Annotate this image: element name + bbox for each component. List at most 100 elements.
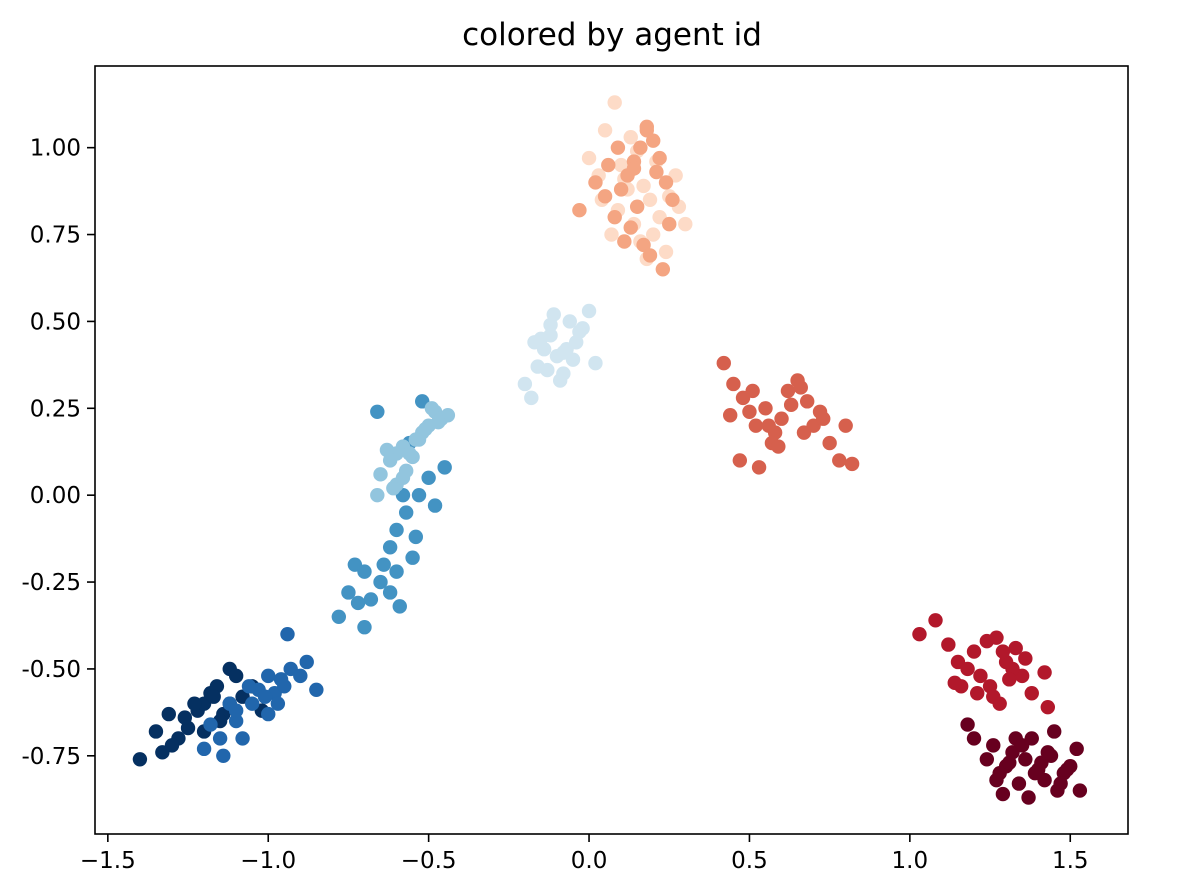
data-point: [604, 227, 619, 242]
data-point: [1072, 783, 1088, 798]
data-point: [132, 752, 148, 767]
data-point: [376, 557, 391, 572]
data-point: [758, 401, 773, 416]
data-point: [832, 453, 847, 468]
data-point: [398, 505, 414, 520]
data-point: [280, 626, 295, 642]
data-point: [636, 237, 651, 253]
data-point: [257, 689, 273, 704]
data-point: [1002, 755, 1017, 770]
data-point: [517, 376, 533, 392]
data-point: [793, 380, 808, 395]
data-point: [774, 411, 789, 426]
data-point: [543, 317, 558, 333]
data-point: [341, 585, 356, 600]
data-point: [816, 411, 831, 426]
data-point: [212, 731, 228, 746]
data-point: [421, 470, 436, 486]
data-point: [652, 150, 667, 166]
data-point: [947, 675, 962, 691]
data-point: [363, 592, 379, 607]
x-tick-label: 0.5: [731, 848, 768, 874]
data-point: [646, 133, 661, 148]
data-point: [562, 314, 577, 329]
data-point: [613, 157, 629, 173]
data-point: [732, 453, 748, 468]
data-point: [196, 741, 212, 757]
data-point: [187, 696, 202, 711]
chart-title: colored by agent id: [462, 17, 762, 53]
data-point: [309, 682, 324, 697]
data-point: [844, 456, 860, 472]
data-point: [970, 686, 985, 701]
data-point: [408, 529, 424, 545]
data-point: [408, 432, 424, 447]
data-point: [216, 748, 231, 764]
data-point: [437, 460, 452, 475]
data-point: [293, 668, 308, 684]
data-point: [979, 752, 995, 767]
data-point: [261, 668, 276, 684]
data-point: [662, 216, 677, 232]
data-point: [928, 613, 943, 628]
data-point: [556, 345, 571, 360]
data-point: [912, 626, 927, 642]
data-point: [1040, 745, 1055, 760]
data-point: [716, 355, 731, 371]
x-tick-label: −1.0: [240, 848, 296, 874]
data-point: [629, 199, 645, 214]
data-point: [228, 713, 244, 729]
data-point: [649, 164, 664, 180]
data-point: [989, 772, 1004, 788]
data-point: [1011, 776, 1027, 791]
data-point: [177, 710, 193, 725]
x-tick-label: 0.0: [571, 848, 608, 874]
data-point: [973, 668, 988, 684]
x-tick-label: 1.0: [892, 848, 929, 874]
data-point: [427, 498, 443, 513]
data-point: [1040, 699, 1055, 715]
y-axis: -0.75 -0.50 -0.25 0.00 0.25 0.50 0.75 1.00: [21, 136, 95, 770]
data-point: [1018, 651, 1033, 666]
data-point: [431, 414, 446, 430]
data-point: [597, 189, 613, 204]
data-point: [402, 446, 417, 461]
data-point: [206, 689, 221, 704]
data-point: [1008, 640, 1023, 656]
data-point: [633, 140, 648, 155]
data-point: [745, 383, 760, 399]
data-points: [132, 95, 1088, 805]
data-point: [655, 262, 671, 277]
data-point: [1014, 738, 1030, 753]
data-point: [986, 738, 1001, 753]
data-point: [1002, 672, 1017, 687]
data-point: [780, 383, 796, 399]
data-point: [161, 706, 176, 722]
y-tick-label: -0.50: [21, 657, 81, 683]
data-point: [273, 672, 289, 687]
data-point: [722, 408, 738, 423]
data-point: [941, 637, 956, 652]
data-point: [726, 376, 741, 392]
data-point: [607, 95, 622, 110]
data-point: [597, 123, 613, 138]
data-point: [244, 696, 260, 711]
data-point: [617, 234, 632, 249]
data-point: [1069, 741, 1084, 757]
data-point: [411, 487, 427, 503]
data-point: [966, 644, 982, 659]
y-tick-label: -0.75: [21, 744, 81, 770]
y-tick-label: 0.00: [30, 483, 81, 509]
x-tick-label: 1.5: [1052, 848, 1089, 874]
y-tick-label: 0.50: [30, 309, 81, 335]
x-tick-label: −1.5: [80, 848, 136, 874]
x-tick-label: −0.5: [401, 848, 457, 874]
data-point: [623, 220, 638, 235]
data-point: [389, 564, 404, 579]
data-point: [626, 161, 642, 176]
data-point: [783, 397, 799, 413]
data-point: [299, 654, 314, 670]
data-point: [742, 404, 757, 419]
y-tick-label: 0.75: [30, 223, 81, 249]
data-point: [572, 324, 587, 340]
